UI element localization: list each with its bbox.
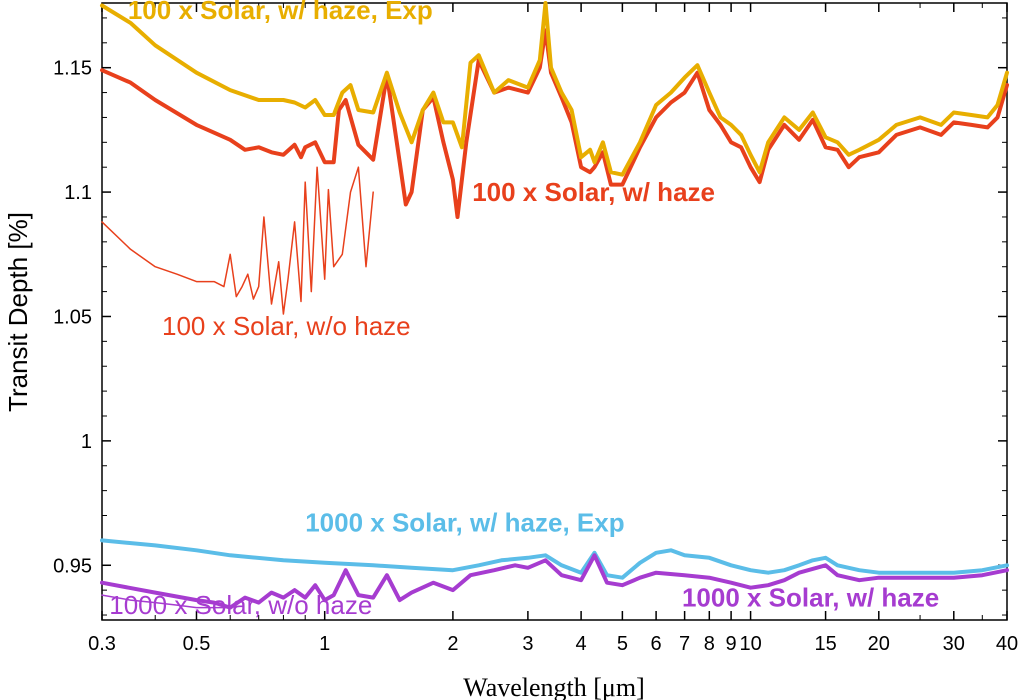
y-tick-label: 1.15 — [53, 58, 92, 80]
y-tick-label: 1 — [81, 431, 92, 453]
x-tick-label: 8 — [704, 633, 715, 655]
series-label: 1000 x Solar, w/ haze, Exp — [305, 508, 624, 538]
series-label: 1000 x Solar, w/ haze — [682, 582, 939, 612]
x-tick-label: 5 — [617, 633, 628, 655]
series-label: 100 x Solar, w/ haze — [472, 177, 715, 207]
series-label: 100 x Solar, w/o haze — [162, 311, 411, 341]
y-tick-label: 1.05 — [53, 306, 92, 328]
y-tick-label: 0.95 — [53, 555, 92, 577]
x-tick-label: 40 — [996, 633, 1018, 655]
x-tick-label: 2 — [447, 633, 458, 655]
series-label: 100 x Solar, w/ haze, Exp — [128, 0, 433, 25]
x-tick-label: 6 — [651, 633, 662, 655]
series-line — [100, 553, 1009, 610]
series-labels: 100 x Solar, w/ haze, Exp 100 x Solar, w/… — [109, 0, 939, 620]
y-axis-label: Transit Depth [%] — [3, 212, 33, 412]
x-tick-label: 0.5 — [183, 633, 211, 655]
series-line — [100, 1, 1009, 177]
x-tick-label: 4 — [576, 633, 587, 655]
x-tick-label: 30 — [943, 633, 965, 655]
series-line — [101, 166, 374, 315]
plot-frame — [101, 2, 1008, 621]
x-tick-label: 10 — [739, 633, 761, 655]
series-label: 1000 x Solar, w/o haze — [109, 590, 372, 620]
x-tick-label: 20 — [868, 633, 890, 655]
x-axis-label: Wavelength [μm] — [463, 673, 645, 700]
axis-ticks: 0.3 0.5 1 2 3 4 5 6 7 8 9 10 15 20 30 40 0.95 1 1.05 1.1 1.1… — [53, 3, 1018, 655]
x-tick-label: 0.3 — [88, 633, 116, 655]
x-tick-label: 1 — [319, 633, 330, 655]
series-lines — [100, 1, 1009, 610]
x-tick-label: 3 — [522, 633, 533, 655]
x-tick-label: 15 — [814, 633, 836, 655]
series-line — [101, 594, 231, 609]
series-line — [100, 538, 1009, 580]
x-tick-label: 7 — [679, 633, 690, 655]
y-tick-label: 1.1 — [64, 182, 92, 204]
x-tick-label: 9 — [726, 633, 737, 655]
